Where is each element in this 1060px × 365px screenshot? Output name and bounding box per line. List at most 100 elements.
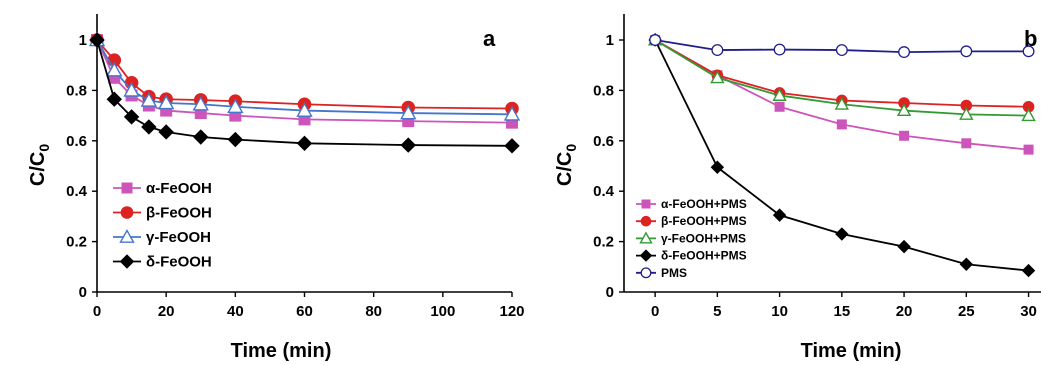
legend-marker	[119, 254, 135, 269]
panel-a-ticks: 0 0.2 0.4 0.6 0.8 1 0 20 40 60 80 100 120	[66, 32, 524, 320]
panel-a-ylabel-sub: 0	[36, 144, 52, 152]
data-point	[897, 239, 911, 254]
y-tick-label: 0.2	[593, 234, 614, 251]
data-point	[774, 101, 785, 112]
series-line	[96, 39, 513, 124]
data-point	[1023, 144, 1034, 155]
legend-label: β-FeOOH+PMS	[661, 214, 747, 228]
data-point	[898, 46, 911, 59]
data-point	[896, 103, 912, 117]
legend-item-5: PMS	[636, 266, 687, 280]
legend-item-3: γ-FeOOH	[113, 229, 211, 246]
data-point	[157, 94, 175, 110]
data-point	[400, 104, 417, 120]
panel-a-axes	[96, 14, 512, 293]
legend-item-2: β-FeOOH+PMS	[636, 214, 747, 228]
panel-b: 00.20.40.60.810 5 10 15 20 25 30 α-FeOOH+PMSβ-…	[554, 14, 1041, 362]
x-tick-label: 120	[499, 303, 524, 320]
data-point	[835, 44, 848, 57]
legend-item-1: α-FeOOH	[113, 180, 212, 197]
data-point	[959, 257, 974, 271]
y-tick-label: 0.4	[66, 183, 88, 200]
y-tick-label: 0	[79, 284, 87, 301]
y-tick-label: 0	[606, 284, 614, 301]
legend-marker	[639, 249, 653, 262]
legend-item-1: α-FeOOH+PMS	[636, 197, 747, 211]
x-tick-label: 5	[713, 303, 721, 320]
y-tick-label: 0.8	[66, 82, 87, 99]
data-point	[106, 61, 123, 77]
panel-a-ylabel-main: C/C	[27, 152, 49, 186]
data-point	[123, 109, 140, 125]
y-tick-label: 0.4	[593, 183, 615, 200]
data-point	[158, 124, 174, 140]
panel-a: 0 0.2 0.4 0.6 0.8 1 0 20 40 60 80 100 120 α-FeOOH β-F…	[27, 14, 525, 362]
x-tick-label: 0	[93, 303, 101, 320]
legend-marker	[640, 267, 652, 279]
panel-a-legend: α-FeOOH β-FeOOH γ-FeOOH δ-FeOOH	[113, 180, 212, 271]
panel-b-ylabel-main: C/C	[554, 152, 576, 186]
data-point	[1021, 263, 1036, 278]
x-tick-label: 30	[1020, 303, 1037, 320]
legend-label: β-FeOOH	[146, 205, 212, 222]
legend-marker	[641, 199, 651, 209]
data-point	[961, 138, 972, 149]
data-point	[836, 119, 847, 130]
panel-a-series	[88, 31, 521, 154]
data-point	[710, 70, 725, 84]
series-5	[649, 34, 1035, 59]
panel-b-axes	[623, 14, 1041, 293]
panel-b-ylabel-sub: 0	[563, 144, 579, 152]
panel-b-ylabel: C/C0	[554, 144, 579, 186]
x-tick-label: 10	[771, 303, 788, 320]
panel-a-xlabel: Time (min)	[231, 340, 332, 362]
x-tick-label: 100	[430, 303, 455, 320]
data-point	[141, 119, 157, 135]
legend-label: α-FeOOH	[146, 180, 212, 197]
y-tick-label: 0.8	[593, 82, 614, 99]
legend-item-4: δ-FeOOH+PMS	[636, 249, 747, 263]
panel-b-xlabel: Time (min)	[801, 340, 902, 362]
data-point	[772, 208, 787, 222]
series-line	[96, 39, 513, 110]
y-tick-label: 1	[79, 32, 87, 49]
data-point	[1022, 45, 1035, 58]
legend-marker	[640, 215, 652, 227]
y-tick-label: 0.6	[66, 133, 87, 150]
legend-marker	[121, 182, 133, 194]
data-point	[192, 95, 209, 111]
panel-a-label: a	[483, 26, 496, 51]
data-point	[227, 131, 244, 148]
data-point	[296, 102, 313, 117]
data-point	[1021, 108, 1036, 122]
legend-label: δ-FeOOH	[146, 254, 212, 271]
data-point	[710, 160, 725, 174]
data-point	[400, 137, 416, 153]
x-tick-label: 0	[651, 303, 659, 320]
y-tick-label: 0.2	[66, 234, 87, 251]
x-tick-label: 20	[158, 303, 175, 320]
data-point	[123, 81, 140, 97]
series-4	[89, 32, 520, 154]
data-point	[772, 87, 787, 101]
y-tick-label: 1	[606, 32, 614, 49]
legend-label: α-FeOOH+PMS	[661, 197, 747, 211]
panel-b-ticks: 00.20.40.60.810 5 10 15 20 25 30	[593, 32, 1037, 320]
panel-b-series	[647, 32, 1036, 278]
x-tick-label: 15	[833, 303, 850, 320]
series-line	[96, 39, 513, 147]
legend-item-4: δ-FeOOH	[113, 254, 212, 271]
data-point	[227, 98, 244, 114]
panel-b-label: b	[1024, 26, 1037, 51]
legend-marker	[120, 206, 134, 219]
legend-item-2: β-FeOOH	[113, 205, 212, 222]
data-point	[106, 91, 122, 107]
data-point	[834, 96, 850, 110]
series-line	[96, 39, 513, 116]
data-point	[89, 32, 105, 48]
panel-a-ylabel: C/C0	[27, 144, 52, 186]
y-tick-label: 0.6	[593, 133, 614, 150]
data-point	[504, 138, 520, 154]
x-tick-label: 25	[958, 303, 975, 320]
panel-b-legend: α-FeOOH+PMS β-FeOOH+PMS γ-FeOOH+PMS δ-FeOOH…	[636, 197, 747, 280]
